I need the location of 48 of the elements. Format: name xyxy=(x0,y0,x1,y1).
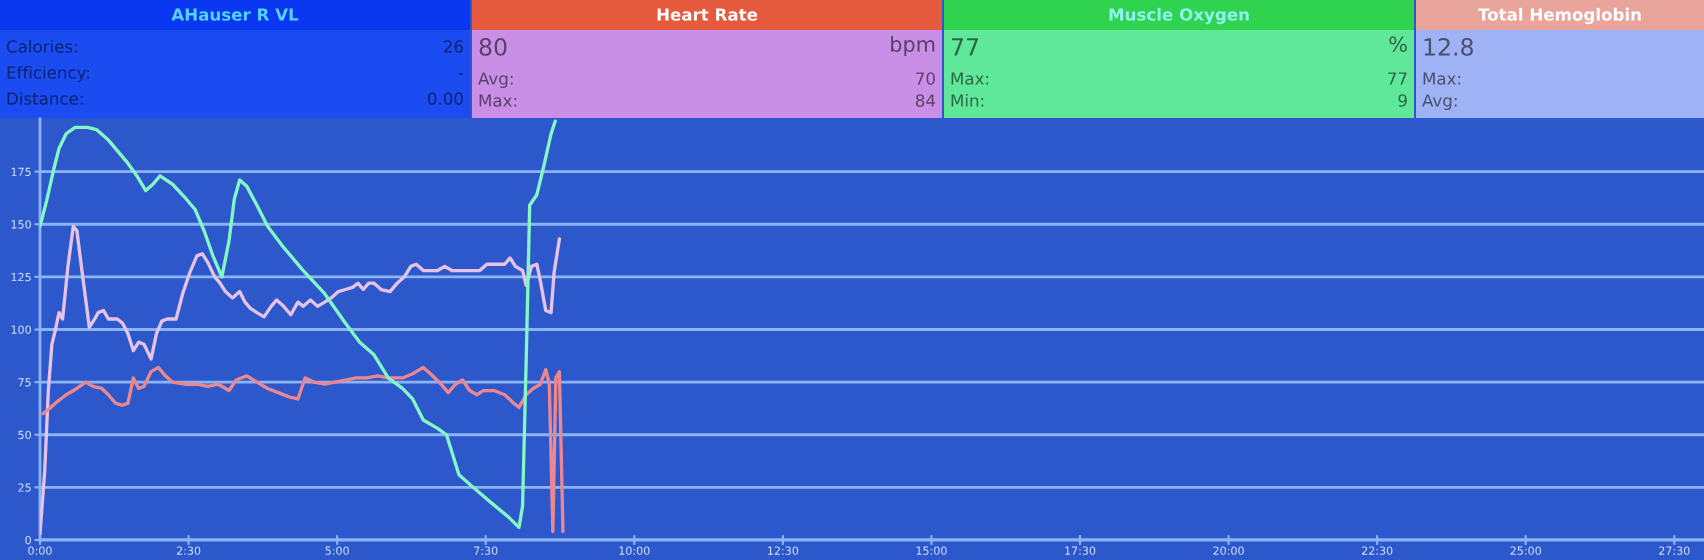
line-series xyxy=(40,224,562,536)
text: Distance: xyxy=(7,91,83,105)
x-tick-label: 0:00 xyxy=(28,546,52,555)
text: Max: xyxy=(479,94,517,107)
x-tick-label: 17:30 xyxy=(1065,546,1096,555)
text: Max: xyxy=(1423,72,1461,85)
y-tick-label: 25 xyxy=(18,483,31,492)
text: bpm xyxy=(891,35,935,57)
y-tick-label: 175 xyxy=(11,167,31,176)
y-tick-label: 0 xyxy=(25,535,31,545)
text: Total Hemoglobin xyxy=(1478,7,1641,25)
x-tick-label: 12:30 xyxy=(768,546,799,555)
text: Calories: xyxy=(6,39,77,53)
x-tick-label: 27:30 xyxy=(1659,546,1690,555)
y-tick-label: 125 xyxy=(11,272,31,282)
text: AHauser R VL xyxy=(171,8,299,21)
x-tick-label: 15:00 xyxy=(916,546,947,555)
text: 26 xyxy=(444,40,463,53)
text: Avg: xyxy=(1422,94,1457,111)
text: 77 xyxy=(1388,72,1407,85)
line-series xyxy=(41,365,565,534)
text: Avg: xyxy=(478,72,513,89)
x-tick-label: 5:00 xyxy=(325,546,349,555)
text: 12.8 xyxy=(1424,37,1473,56)
x-tick-label: 2:30 xyxy=(176,546,201,555)
text: Heart Rate xyxy=(657,8,758,21)
y-tick-label: 50 xyxy=(18,430,31,440)
x-tick-label: 22:30 xyxy=(1361,546,1393,555)
text: 0.00 xyxy=(427,92,463,105)
y-tick-label: 75 xyxy=(18,378,31,387)
text: Max: xyxy=(951,72,989,85)
text: 80 xyxy=(479,37,507,56)
text: Min: xyxy=(951,93,984,107)
line-series xyxy=(40,119,557,530)
text: % xyxy=(1389,36,1407,53)
x-tick-label: 10:00 xyxy=(619,546,650,555)
text: Muscle Oxygen xyxy=(1109,7,1249,25)
text: 84 xyxy=(915,94,936,107)
text: - xyxy=(458,73,464,75)
text: 77 xyxy=(951,38,979,56)
y-tick-label: 150 xyxy=(11,220,31,229)
text: 70 xyxy=(916,72,935,85)
x-tick-label: 25:00 xyxy=(1510,546,1541,555)
text: Efficiency: xyxy=(7,65,89,83)
x-tick-label: 7:30 xyxy=(474,546,498,555)
text: 9 xyxy=(1398,94,1407,107)
x-tick-label: 20:00 xyxy=(1213,546,1244,555)
y-tick-label: 100 xyxy=(11,325,31,334)
